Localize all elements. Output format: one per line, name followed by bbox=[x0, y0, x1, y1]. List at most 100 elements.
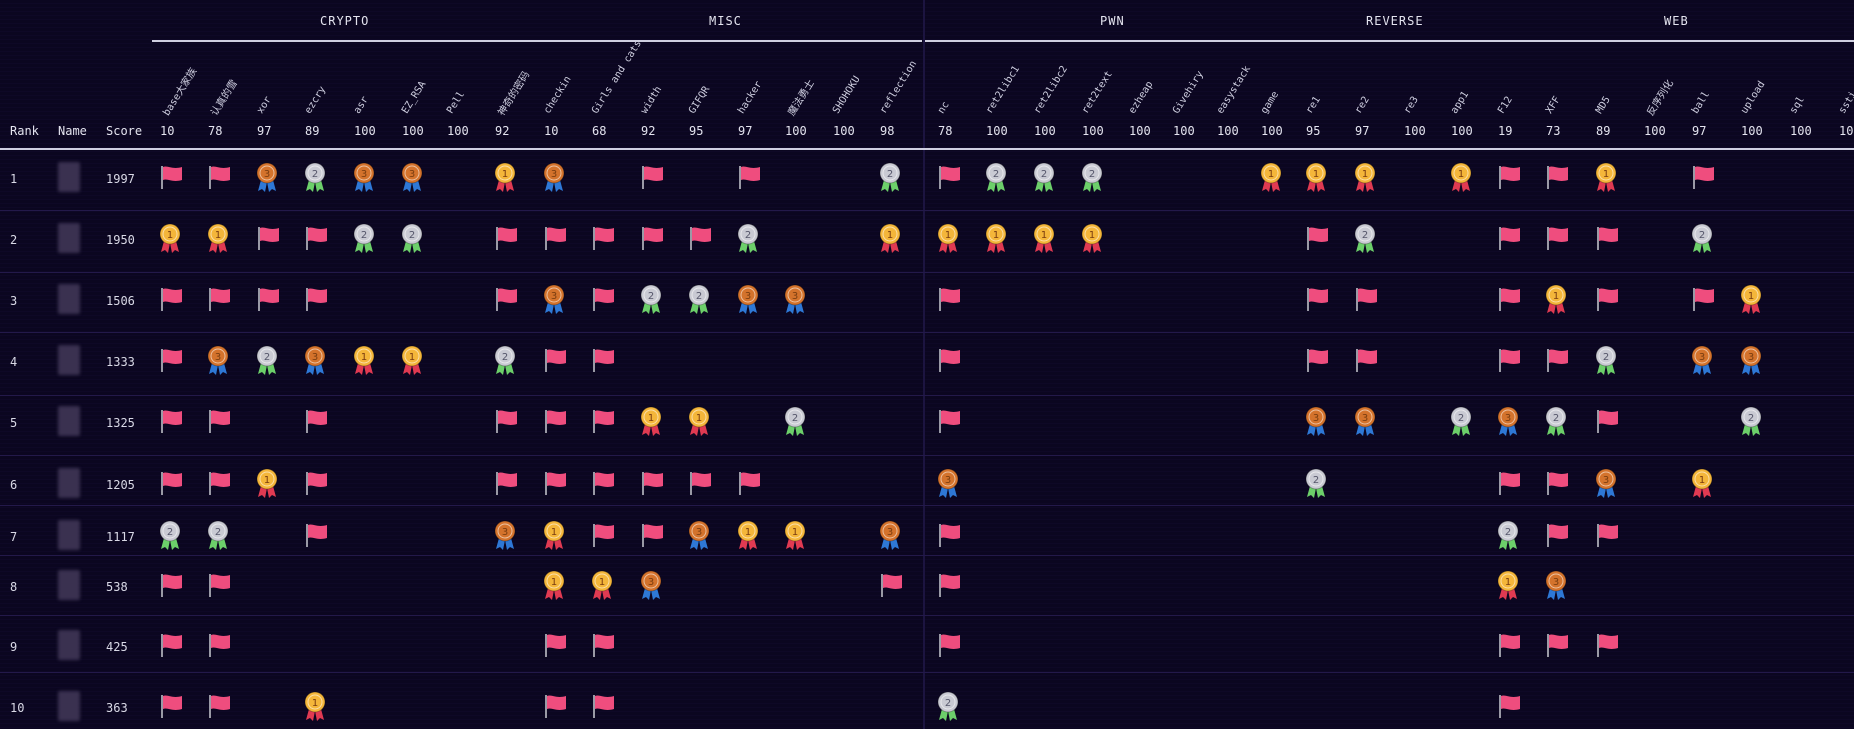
red-flag-icon bbox=[1690, 286, 1716, 312]
challenge-header[interactable]: base大家族 bbox=[161, 66, 200, 118]
red-flag-icon bbox=[542, 632, 568, 658]
challenge-points: 100 bbox=[1129, 124, 1151, 138]
team-name-redacted[interactable] bbox=[58, 162, 80, 192]
challenge-points: 100 bbox=[1790, 124, 1812, 138]
challenge-header[interactable]: reflection bbox=[878, 58, 920, 116]
score-cell: 538 bbox=[106, 580, 128, 594]
red-flag-icon bbox=[1544, 470, 1570, 496]
challenge-header[interactable]: app1 bbox=[1449, 89, 1472, 116]
challenge-header[interactable]: nc bbox=[936, 99, 952, 116]
bronze-medal-icon: 3 bbox=[935, 468, 961, 498]
challenge-header[interactable]: 反序列化 bbox=[1645, 78, 1676, 118]
challenge-header[interactable]: MD5 bbox=[1594, 94, 1613, 116]
red-flag-icon bbox=[1304, 286, 1330, 312]
svg-text:3: 3 bbox=[1699, 352, 1705, 363]
gold-medal-icon: 1 bbox=[935, 223, 961, 253]
svg-text:3: 3 bbox=[409, 169, 415, 180]
challenge-header[interactable]: F12 bbox=[1496, 94, 1515, 116]
challenge-header[interactable]: Pell bbox=[445, 89, 468, 116]
team-name-redacted[interactable] bbox=[58, 520, 80, 550]
challenge-header[interactable]: ball bbox=[1690, 89, 1713, 116]
challenge-points: 100 bbox=[1404, 124, 1426, 138]
challenge-header[interactable]: ezheap bbox=[1127, 79, 1156, 116]
red-flag-icon bbox=[255, 225, 281, 251]
team-name-redacted[interactable] bbox=[58, 345, 80, 375]
challenge-header[interactable]: asr bbox=[352, 94, 371, 116]
challenge-header[interactable]: re3 bbox=[1402, 94, 1421, 116]
challenge-header[interactable]: re2 bbox=[1353, 94, 1372, 116]
red-flag-icon bbox=[1304, 347, 1330, 373]
svg-text:3: 3 bbox=[502, 527, 508, 538]
svg-text:3: 3 bbox=[1313, 413, 1319, 424]
rank-column-header[interactable]: Rank bbox=[10, 124, 39, 138]
red-flag-icon bbox=[1594, 225, 1620, 251]
category-crypto: CRYPTO bbox=[320, 14, 370, 28]
challenge-header[interactable]: sql bbox=[1788, 94, 1807, 116]
team-name-redacted[interactable] bbox=[58, 468, 80, 498]
challenge-points: 92 bbox=[495, 124, 510, 138]
challenge-header[interactable]: Girls and cats bbox=[590, 38, 644, 116]
team-name-redacted[interactable] bbox=[58, 630, 80, 660]
challenge-header[interactable]: checkin bbox=[542, 74, 574, 116]
challenge-header[interactable]: hacker bbox=[736, 79, 765, 116]
svg-text:1: 1 bbox=[1362, 169, 1368, 180]
challenge-header[interactable]: 神奇的密码 bbox=[496, 69, 533, 118]
silver-medal-icon: 2 bbox=[1303, 468, 1329, 498]
challenge-header[interactable]: ezcry bbox=[303, 84, 329, 116]
challenge-points: 98 bbox=[880, 124, 895, 138]
red-flag-icon bbox=[206, 693, 232, 719]
red-flag-icon bbox=[936, 286, 962, 312]
score-cell: 425 bbox=[106, 640, 128, 654]
challenge-header[interactable]: EZ_RSA bbox=[400, 79, 429, 116]
challenge-header[interactable]: easystack bbox=[1215, 64, 1254, 116]
challenge-header[interactable]: GIFQR bbox=[687, 84, 713, 116]
challenge-header[interactable]: XFF bbox=[1544, 94, 1563, 116]
team-name-redacted[interactable] bbox=[58, 570, 80, 600]
svg-text:2: 2 bbox=[1313, 475, 1319, 486]
challenge-points: 97 bbox=[257, 124, 272, 138]
challenge-header[interactable]: ret2libc1 bbox=[984, 64, 1023, 116]
gold-medal-icon: 1 bbox=[1689, 468, 1715, 498]
silver-medal-icon: 2 bbox=[492, 345, 518, 375]
svg-text:3: 3 bbox=[1553, 577, 1559, 588]
challenge-header[interactable]: SHOHOKU bbox=[831, 74, 863, 116]
svg-text:1: 1 bbox=[599, 577, 605, 588]
team-name-redacted[interactable] bbox=[58, 691, 80, 721]
challenge-header[interactable]: xor bbox=[255, 94, 274, 116]
row-separator bbox=[0, 332, 1854, 333]
challenge-header[interactable]: 认真的雪 bbox=[209, 78, 240, 118]
score-column-header[interactable]: Score bbox=[106, 124, 143, 138]
challenge-header[interactable]: Givehiry bbox=[1171, 69, 1206, 116]
challenge-header[interactable]: ssti bbox=[1837, 89, 1854, 116]
challenge-header[interactable]: re1 bbox=[1304, 94, 1323, 116]
gold-medal-icon: 1 bbox=[1543, 284, 1569, 314]
silver-medal-icon: 2 bbox=[1689, 223, 1715, 253]
svg-text:2: 2 bbox=[1041, 169, 1047, 180]
red-flag-icon bbox=[590, 693, 616, 719]
challenge-points: 10 bbox=[160, 124, 175, 138]
red-flag-icon bbox=[158, 164, 184, 190]
challenge-header[interactable]: width bbox=[639, 84, 665, 116]
team-name-redacted[interactable] bbox=[58, 406, 80, 436]
silver-medal-icon: 2 bbox=[1738, 406, 1764, 436]
gold-medal-icon: 1 bbox=[351, 345, 377, 375]
svg-text:2: 2 bbox=[887, 169, 893, 180]
team-name-redacted[interactable] bbox=[58, 223, 80, 253]
team-name-redacted[interactable] bbox=[58, 284, 80, 314]
challenge-header[interactable]: game bbox=[1259, 89, 1282, 116]
svg-text:3: 3 bbox=[887, 527, 893, 538]
challenge-points: 100 bbox=[1644, 124, 1666, 138]
panel-divider bbox=[923, 0, 925, 729]
row-separator bbox=[0, 505, 1854, 506]
red-flag-icon bbox=[1304, 225, 1330, 251]
challenge-header[interactable]: upload bbox=[1739, 79, 1768, 116]
red-flag-icon bbox=[493, 286, 519, 312]
svg-text:1: 1 bbox=[1313, 169, 1319, 180]
svg-text:1: 1 bbox=[993, 230, 999, 241]
challenge-header[interactable]: ret2text bbox=[1080, 69, 1115, 116]
svg-text:1: 1 bbox=[551, 527, 557, 538]
rank-cell: 5 bbox=[10, 416, 18, 430]
name-column-header[interactable]: Name bbox=[58, 124, 87, 138]
challenge-header[interactable]: ret2libc2 bbox=[1032, 64, 1071, 116]
challenge-header[interactable]: 魔法勇士 bbox=[786, 78, 817, 118]
